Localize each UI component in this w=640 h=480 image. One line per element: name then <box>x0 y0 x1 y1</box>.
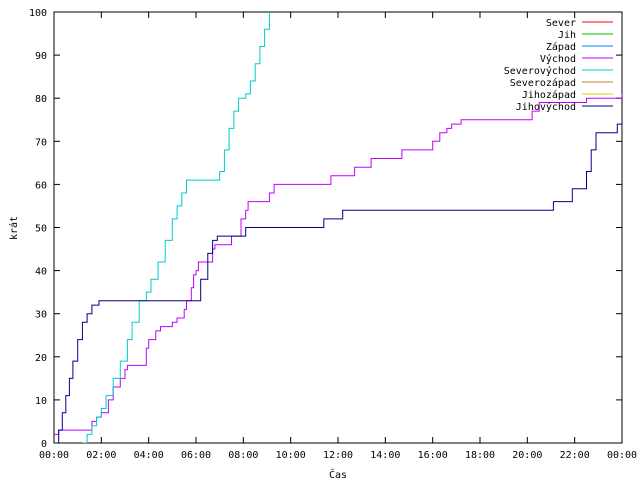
legend-label-jihozapad: Jihozápad <box>522 89 576 101</box>
y-tick-label: 80 <box>35 94 47 105</box>
y-tick-label: 40 <box>35 267 47 278</box>
x-tick-label: 04:00 <box>134 450 164 461</box>
legend-label-severozapad: Severozápad <box>510 77 576 89</box>
y-tick-label: 50 <box>35 224 47 235</box>
x-tick-label: 14:00 <box>370 450 400 461</box>
y-tick-label: 90 <box>35 51 47 62</box>
y-tick-label: 70 <box>35 137 47 148</box>
legend: SeverJihZápadVýchodSeverovýchodSeverozáp… <box>504 18 613 113</box>
y-axis-label: krát <box>8 216 20 240</box>
x-axis-ticks: 00:00 02:00 04:00 06:00 08:00 10:00 12:00 14:00… <box>39 12 637 461</box>
series-line-vychod <box>54 93 622 435</box>
y-tick-label: 20 <box>35 353 47 364</box>
legend-label-severovychod: Severovýchod <box>504 65 576 77</box>
series-lines <box>54 12 622 443</box>
x-tick-label: 10:00 <box>276 450 306 461</box>
x-tick-label: 06:00 <box>181 450 211 461</box>
series-line-jihovychod <box>54 119 622 443</box>
x-tick-label: 22:00 <box>560 450 590 461</box>
x-tick-label: 08:00 <box>228 450 258 461</box>
x-tick-label: 12:00 <box>323 450 353 461</box>
x-tick-label: 00:00 <box>607 450 637 461</box>
legend-label-jih: Jih <box>558 30 576 41</box>
x-axis-label: Čas <box>329 468 347 480</box>
y-tick-label: 30 <box>35 310 47 321</box>
series-line-severovychod <box>82 12 270 443</box>
legend-label-jihovychod: Jihovýchod <box>516 101 576 113</box>
legend-label-vychod: Východ <box>540 53 576 65</box>
y-tick-label: 0 <box>41 439 47 450</box>
legend-label-sever: Sever <box>546 18 576 29</box>
y-tick-label: 100 <box>29 8 47 19</box>
y-tick-label: 60 <box>35 180 47 191</box>
legend-label-zapad: Západ <box>546 41 576 53</box>
x-tick-label: 00:00 <box>39 450 69 461</box>
x-tick-label: 02:00 <box>86 450 116 461</box>
y-tick-label: 10 <box>35 396 47 407</box>
y-axis-ticks: 0 10 20 30 40 50 60 70 80 90 100 <box>29 8 622 450</box>
x-tick-label: 18:00 <box>465 450 495 461</box>
x-tick-label: 20:00 <box>512 450 542 461</box>
x-tick-label: 16:00 <box>418 450 448 461</box>
